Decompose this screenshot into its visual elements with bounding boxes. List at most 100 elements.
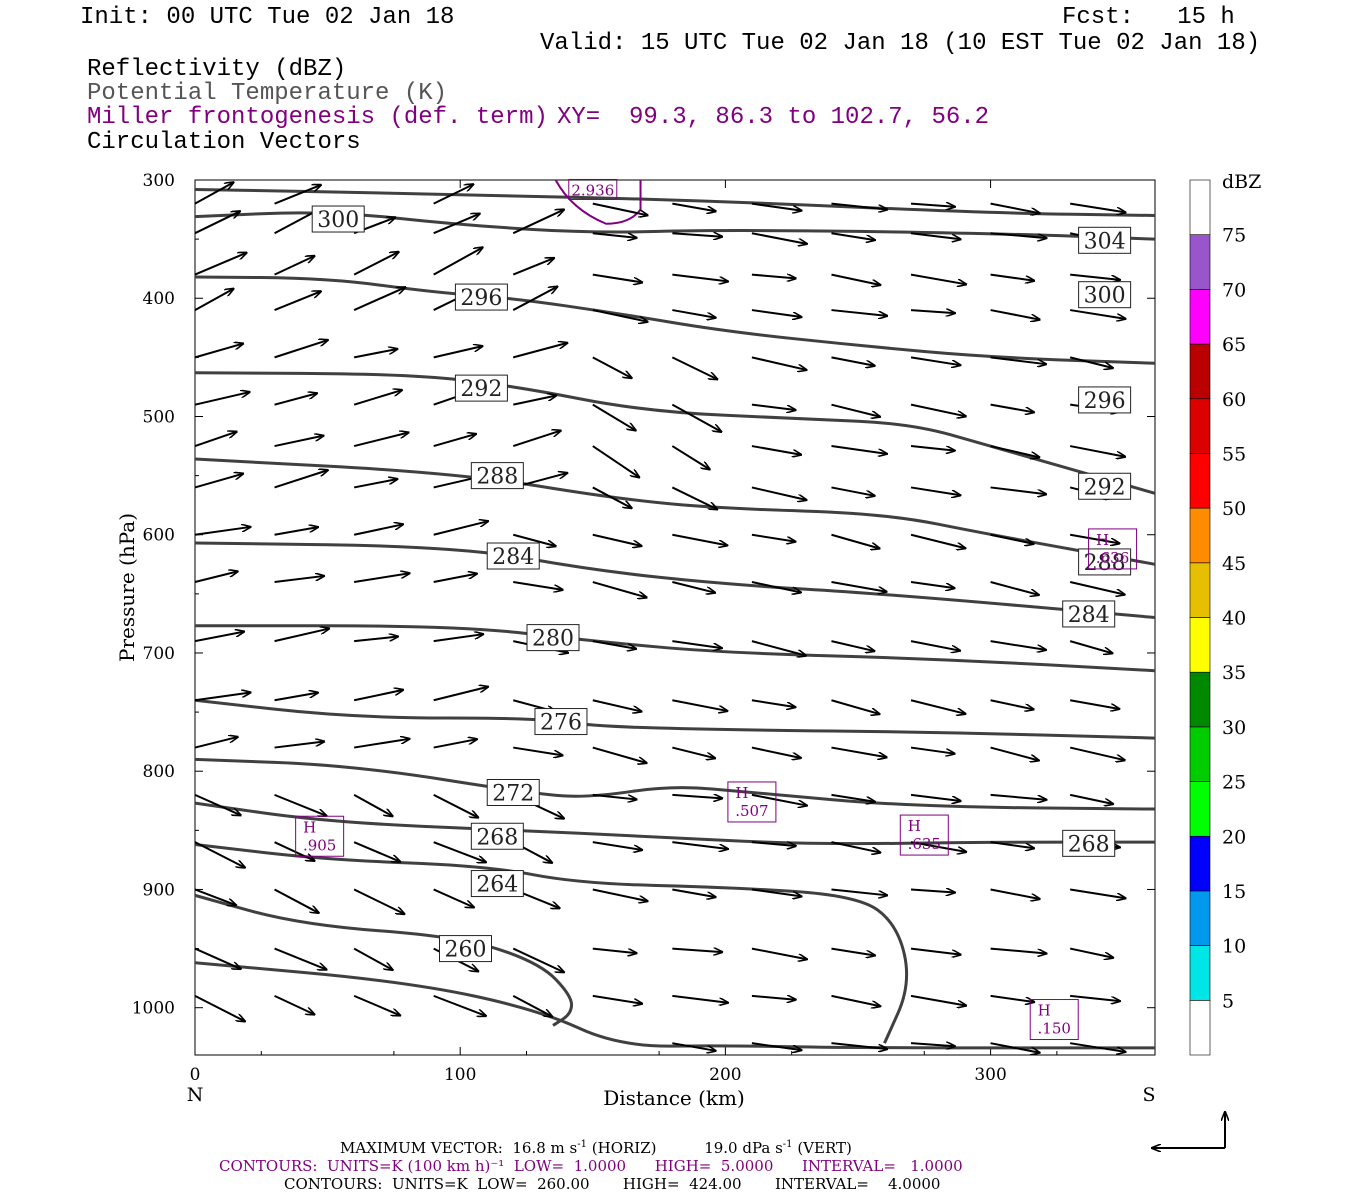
fronto-label-box [899, 814, 949, 856]
colorbar-segment [1189, 1000, 1211, 1056]
circulation-vector [910, 699, 965, 714]
fronto-label: .150 [1038, 1020, 1071, 1038]
field-vectors: Circulation Vectors [87, 129, 361, 156]
colorbar-level: 30 [1222, 717, 1246, 739]
colorbar-level: 70 [1222, 279, 1246, 301]
circulation-vector [672, 233, 722, 236]
theta-label-box [1078, 226, 1132, 254]
theta-label: 268 [476, 825, 518, 850]
circulation-vector [1069, 202, 1125, 213]
circulation-vector [1069, 888, 1125, 898]
circulation-vector [353, 994, 400, 1016]
circulation-vector [592, 699, 642, 711]
circulation-vector [990, 356, 1047, 364]
circulation-vector [194, 392, 250, 406]
circulation-vector [433, 994, 486, 1016]
circulation-vector [672, 949, 722, 952]
circulation-vector [751, 994, 796, 1000]
circulation-vector [512, 431, 561, 447]
colorbar-level: 55 [1222, 443, 1246, 465]
colorbar-segment [1189, 507, 1211, 564]
circulation-vector [831, 841, 880, 852]
theta-label: 260 [444, 938, 486, 963]
circulation-vector [910, 273, 966, 285]
circulation-vector [910, 486, 960, 495]
init-time: Init: 00 UTC Tue 02 Jan 18 [80, 4, 455, 31]
circulation-vector [353, 947, 392, 970]
circulation-vector [910, 204, 955, 207]
theta-contour-260 [194, 961, 1155, 1050]
circulation-vector [592, 888, 648, 901]
circulation-vector [353, 841, 400, 862]
circulation-vector [990, 699, 1034, 709]
circulation-vector [274, 436, 324, 448]
theta-label: 284 [1068, 603, 1110, 628]
fronto-label: H [735, 784, 748, 802]
circulation-vector [990, 202, 1040, 214]
circulation-vector [433, 687, 488, 702]
circulation-vector [592, 533, 642, 546]
circulation-vector [671, 445, 709, 469]
circulation-vector [751, 947, 807, 960]
circulation-vector [910, 533, 965, 549]
theta-label: 288 [1084, 551, 1126, 576]
colorbar-level: 10 [1222, 936, 1246, 958]
circulation-vector [194, 947, 241, 969]
circulation-vector [751, 581, 801, 592]
circulation-vector [433, 247, 483, 276]
circulation-vector [990, 947, 1047, 954]
circulation-vector [592, 486, 632, 508]
circulation-vector [274, 793, 327, 816]
theta-contour-296 [194, 371, 1156, 495]
circulation-vector [831, 699, 879, 714]
circulation-vector [194, 289, 233, 311]
circulation-vector [831, 640, 874, 651]
y-tick-label: 400 [143, 289, 175, 309]
circulation-vector [910, 310, 955, 313]
theta-label: 300 [317, 208, 359, 233]
circulation-vector [592, 403, 636, 431]
circulation-vector [990, 888, 1040, 899]
theta-contour-288 [194, 541, 1156, 619]
circulation-vector [751, 841, 796, 846]
circulation-vector [1070, 273, 1120, 280]
circulation-vector [274, 888, 319, 912]
theta-contour-300 [194, 275, 1156, 365]
theta-label-box [438, 935, 492, 963]
circulation-vector [274, 576, 325, 584]
colorbar-segment [1189, 453, 1211, 509]
circulation-vector [274, 994, 315, 1015]
theta-label-box [1062, 600, 1116, 628]
circulation-vector [1069, 947, 1113, 958]
circulation-vector [353, 888, 404, 914]
circulation-vector [592, 746, 647, 763]
theta-label: 264 [476, 873, 518, 898]
circulation-vector [831, 445, 886, 454]
circulation-vector [274, 470, 328, 489]
circulation-vector [990, 1042, 1040, 1053]
colorbar-segment [1189, 617, 1211, 673]
circulation-vector [274, 693, 318, 702]
theta-label: 292 [1084, 475, 1126, 500]
circulation-vector [751, 445, 801, 455]
y-tick-label: 300 [143, 171, 175, 191]
circulation-vector [274, 741, 325, 749]
circulation-vector [194, 793, 241, 815]
fronto-label: .905 [303, 836, 336, 854]
circulation-vector [751, 232, 807, 244]
circulation-vector [433, 214, 480, 235]
circulation-vector [990, 403, 1034, 413]
circulation-vector [751, 356, 807, 370]
circulation-vector [751, 1042, 802, 1050]
circulation-vector [1069, 746, 1125, 761]
circulation-vector [353, 524, 403, 536]
field-frontogenesis: Miller frontogenesis (def. term) [87, 104, 548, 131]
circulation-vector [194, 344, 243, 359]
forecast-hour: Fcst: 15 h [1062, 4, 1235, 31]
colorbar-level: 75 [1222, 225, 1246, 247]
circulation-vector [672, 699, 727, 711]
theta-label-box [486, 542, 540, 570]
circulation-vector [592, 994, 642, 1004]
fronto-label: H [908, 817, 921, 835]
circulation-vector [671, 403, 721, 432]
